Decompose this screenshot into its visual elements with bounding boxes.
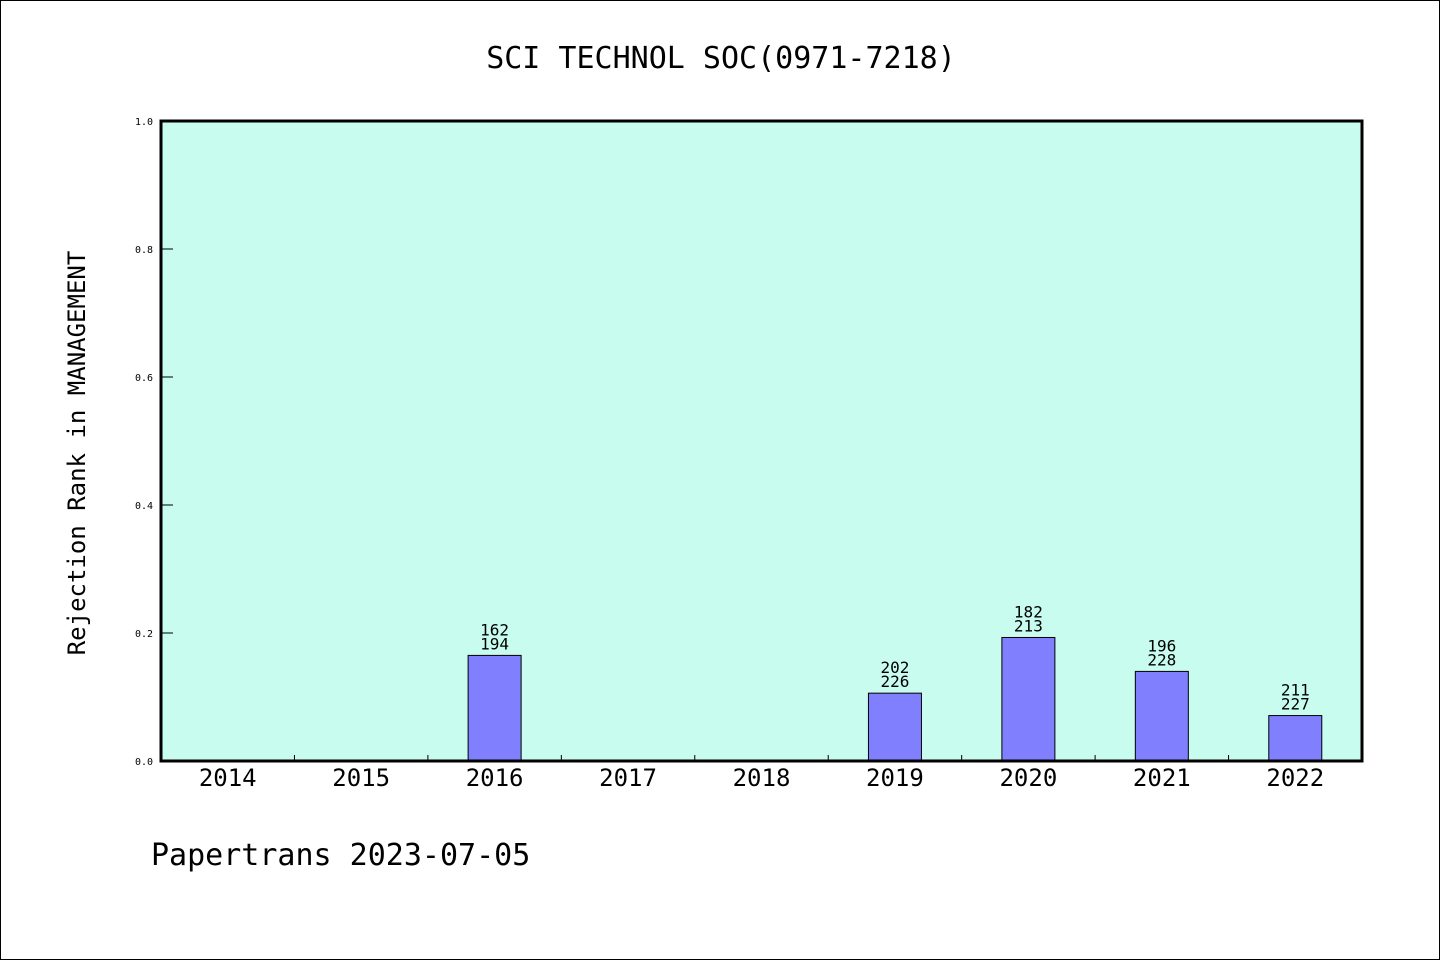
plot-area [161, 121, 1362, 761]
x-tick-label: 2017 [599, 764, 657, 792]
bar-label-rank: 202 [880, 658, 909, 677]
bar-2022 [1268, 715, 1323, 762]
bar-label-rank: 196 [1147, 636, 1176, 655]
bar-label-total: 227 [1281, 695, 1310, 714]
x-tick-label: 2016 [466, 764, 524, 792]
y-tick-label: 0.8 [135, 245, 153, 256]
bar-label-total: 226 [880, 672, 909, 691]
y-tick-label: 0.6 [135, 373, 153, 384]
x-tick-label: 2020 [999, 764, 1057, 792]
bar-2021 [1134, 670, 1189, 762]
y-axis-label: Rejection Rank in MANAGEMENT [63, 251, 91, 656]
y-tick-label: 1.0 [135, 117, 153, 128]
y-axis: 0.0 0.2 0.4 0.6 0.8 1.0 [135, 117, 173, 768]
chart-title: SCI TECHNOL SOC(0971-7218) [486, 41, 956, 76]
x-tick-label: 2021 [1133, 764, 1191, 792]
x-tick-label: 2018 [733, 764, 791, 792]
bar-label-rank: 211 [1281, 681, 1310, 700]
bar-label-rank: 162 [480, 620, 509, 639]
bar-label-total: 213 [1014, 616, 1043, 635]
x-tick-label: 2022 [1266, 764, 1324, 792]
y-tick-label: 0.2 [135, 629, 153, 640]
y-tick-label: 0.4 [135, 501, 153, 512]
bar-2019 [867, 692, 922, 762]
footer-credit: Papertrans 2023-07-05 [151, 838, 530, 873]
y-tick-label: 0.0 [135, 757, 153, 768]
plot-border [159, 119, 1364, 763]
bar-label-rank: 182 [1014, 602, 1043, 621]
bar-2016 [467, 654, 522, 762]
x-axis: 2014 2015 2016 2017 2018 2019 2020 2021 2022 [199, 755, 1324, 792]
x-tick-label: 2015 [332, 764, 390, 792]
bar-label-total: 194 [480, 634, 509, 653]
bar-2020 [1001, 636, 1056, 762]
x-tick-label: 2014 [199, 764, 257, 792]
bar-label-total: 228 [1147, 650, 1176, 669]
x-tick-label: 2019 [866, 764, 924, 792]
